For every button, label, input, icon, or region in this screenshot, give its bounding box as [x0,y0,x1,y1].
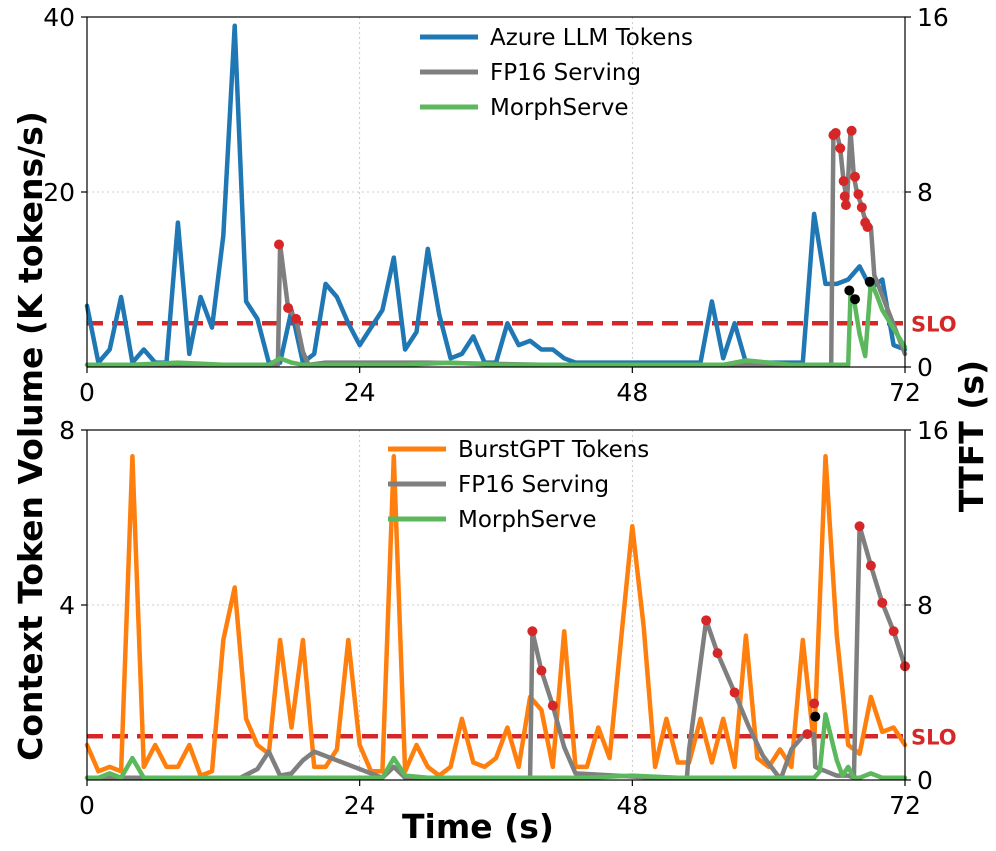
fp16-slo-violation-marker [840,200,851,211]
legend-label-morph: MorphServe [490,95,629,121]
y-axis-label-right: TTFT (s) [952,360,991,512]
legend-label-fp16: FP16 Serving [490,60,641,86]
morphserve-marker [810,711,821,722]
y-right-tick-label: 16 [917,3,949,32]
y-right-tick-label: 0 [917,766,933,795]
fp16-slo-violation-marker [888,626,899,637]
fp16-slo-violation-marker [856,202,867,213]
fp16-slo-violation-marker [877,597,888,608]
fp16-slo-violation-marker [547,700,558,711]
x-tick-label: 0 [79,791,95,820]
fp16-slo-violation-marker [712,648,723,659]
fp16-slo-violation-marker [835,143,846,154]
top-legend: Azure LLM Tokens FP16 Serving MorphServe [420,25,693,121]
fp16-slo-violation-marker [527,626,538,637]
fp16-slo-violation-marker [536,665,547,676]
x-tick-label: 24 [344,791,376,820]
y-right-tick-label: 0 [917,353,933,382]
fp16-slo-violation-marker [802,729,813,740]
morphserve-marker [850,294,861,305]
morphserve-marker [844,285,855,296]
x-tick-label: 48 [616,791,648,820]
x-tick-label: 48 [616,378,648,407]
fp16-slo-violation-marker [838,176,849,187]
fp16-slo-violation-marker [729,687,740,698]
y-axis-label-left: Context Token Volume (K tokens/s) [11,111,50,761]
slo-label-top: SLO [911,312,957,336]
fp16-slo-violation-marker [283,302,294,313]
fp16-series-line [84,524,908,781]
y-left-tick-label: 40 [43,3,75,32]
fp16-slo-violation-marker [291,313,302,324]
morphserve-marker [864,276,875,287]
x-tick-label: 0 [79,378,95,407]
fp16-slo-violation-marker [854,521,865,532]
y-left-tick-label: 20 [43,178,75,207]
fp16-slo-violation-marker [830,127,841,138]
tokens-series-line [84,454,908,778]
x-tick-label: 72 [889,378,921,407]
fp16-slo-violation-marker [862,222,873,232]
y-right-tick-label: 8 [917,178,933,207]
y-left-tick-label: 4 [59,591,75,620]
x-axis-label: Time (s) [402,807,554,846]
legend-label-tokens: Azure LLM Tokens [490,25,693,51]
y-right-tick-label: 16 [917,416,949,445]
slo-label-bottom: SLO [911,725,957,749]
fp16-series-line [84,128,908,368]
fp16-slo-violation-marker [839,191,850,202]
fp16-slo-violation-marker [274,239,285,250]
x-tick-label: 72 [889,791,921,820]
y-right-tick-label: 8 [917,591,933,620]
fp16-slo-violation-marker [865,560,876,571]
legend-label-tokens: BurstGPT Tokens [458,437,649,463]
x-tick-label: 24 [344,378,376,407]
fp16-slo-violation-marker [853,189,864,200]
bottom-legend: BurstGPT Tokens FP16 Serving MorphServe [388,437,649,533]
fp16-slo-violation-marker [846,125,857,136]
fp16-slo-violation-marker [809,698,820,709]
y-left-tick-label: 8 [59,416,75,445]
legend-label-morph: MorphServe [458,507,597,533]
morphserve-series-line [84,279,908,368]
top-chart-panel: 0 24 48 72 20 40 0 8 16 Azure LLM Tokens FP16 Se… [43,3,956,407]
fp16-slo-violation-marker [850,171,861,182]
morphserve-series-line [84,712,908,781]
fp16-slo-violation-marker [701,615,712,626]
legend-label-fp16: FP16 Serving [458,472,609,498]
